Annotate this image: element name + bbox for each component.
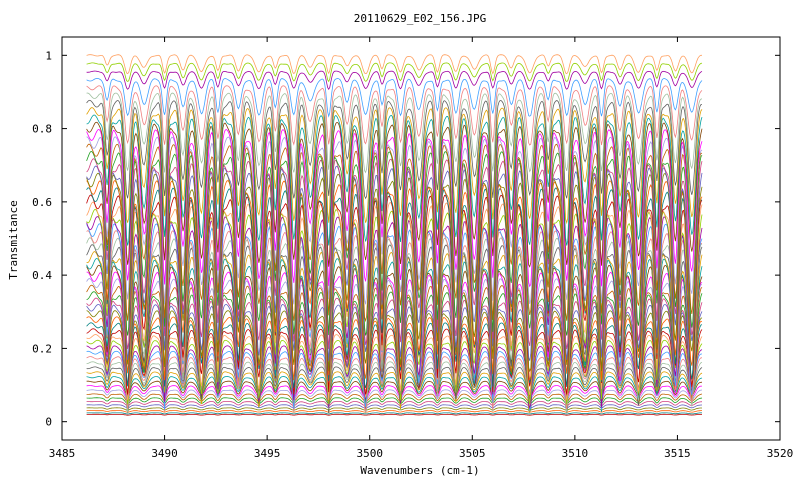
- series-line: [86, 407, 702, 411]
- y-axis-label: Transmitance: [7, 200, 20, 279]
- series-line: [86, 389, 703, 401]
- series-line: [86, 121, 703, 268]
- series-line: [86, 70, 703, 90]
- series-line: [86, 114, 703, 246]
- x-tick-label: 3515: [664, 447, 691, 460]
- series-line: [86, 107, 703, 225]
- series-line: [86, 404, 702, 409]
- series-line: [86, 393, 703, 403]
- series-line: [86, 412, 702, 415]
- series-line: [86, 413, 702, 416]
- y-tick-label: 0.4: [32, 269, 52, 282]
- series-line: [86, 410, 702, 413]
- series-line: [86, 385, 702, 399]
- series-line: [86, 380, 703, 398]
- y-tick-label: 0.6: [32, 196, 52, 209]
- x-tick-label: 3485: [49, 447, 76, 460]
- chart-title: 20110629_E02_156.JPG: [354, 12, 486, 25]
- series-line: [86, 366, 703, 395]
- y-tick-label: 0.8: [32, 123, 52, 136]
- x-tick-label: 3490: [151, 447, 178, 460]
- x-axis: 3485 3490 3495 3500 3505 3510 3515 3520: [49, 37, 794, 460]
- x-tick-label: 3510: [562, 447, 589, 460]
- x-tick-label: 3505: [459, 447, 486, 460]
- series-layer: [86, 54, 703, 416]
- x-tick-label: 3500: [356, 447, 383, 460]
- series-line: [86, 62, 703, 83]
- series-line: [86, 99, 702, 200]
- series-line: [86, 85, 703, 146]
- series-line: [86, 54, 702, 75]
- series-line: [86, 397, 703, 405]
- x-tick-label: 3495: [254, 447, 281, 460]
- x-axis-label: Wavenumbers (cm-1): [360, 464, 479, 477]
- y-tick-label: 0.2: [32, 342, 52, 355]
- series-line: [86, 77, 703, 118]
- plot-frame: [61, 36, 781, 441]
- series-line: [86, 92, 703, 174]
- y-tick-label: 0: [45, 416, 52, 429]
- x-tick-label: 3520: [767, 447, 794, 460]
- y-tick-label: 1: [45, 49, 52, 62]
- y-axis: 0 0.2 0.4 0.6 0.8 1: [32, 49, 780, 429]
- series-line: [86, 400, 703, 407]
